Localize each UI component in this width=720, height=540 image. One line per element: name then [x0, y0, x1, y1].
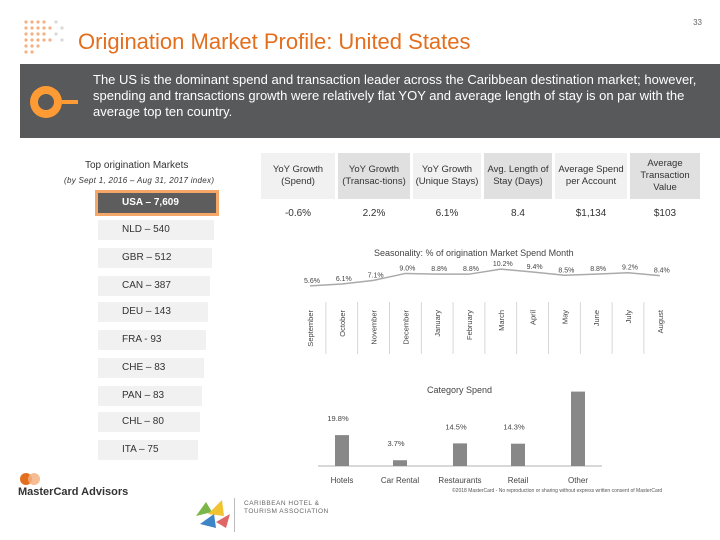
category-chart-title: Category Spend [427, 385, 493, 395]
seasonality-data-label: 10.2% [493, 261, 513, 268]
copyright-text: ©2018 MasterCard - No reproduction or sh… [452, 488, 663, 494]
market-row: ITA – 75 [98, 440, 198, 460]
seasonality-line [309, 268, 660, 287]
seasonality-data-label: 8.4% [654, 268, 670, 275]
category-axis-label: Other [568, 476, 588, 485]
metric-header: YoY Growth (Spend) [261, 153, 335, 199]
seasonality-month-label: February [465, 310, 474, 340]
category-axis-label: Car Rental [381, 476, 419, 485]
seasonality-month-label: May [560, 310, 569, 324]
seasonality-data-label: 7.1% [368, 272, 384, 279]
metric-header: YoY Growth (Transac-tions) [338, 153, 410, 199]
seasonality-month-label: January [433, 310, 442, 337]
page-number: 33 [693, 18, 702, 27]
seasonality-data-label: 8.8% [590, 266, 606, 273]
seasonality-data-label: 9.4% [527, 264, 543, 271]
top-markets-subtitle: (by Sept 1, 2016 – Aug 31, 2017 index) [64, 176, 215, 185]
metric-value: $1,134 [575, 208, 607, 219]
category-data-label: 3.7% [387, 439, 404, 448]
seasonality-data-label: 8.5% [558, 267, 574, 274]
market-row: CHL – 80 [98, 412, 200, 432]
banner-text: The US is the dominant spend and transac… [93, 72, 697, 119]
top-markets-title: Top origination Markets [85, 160, 189, 171]
metric-value: -0.6% [284, 208, 312, 219]
metric-header: Avg. Length of Stay (Days) [484, 153, 552, 199]
category-bar [393, 460, 407, 466]
seasonality-month-label: April [529, 310, 538, 325]
seasonality-month-label: July [624, 310, 633, 324]
seasonality-month-label: December [401, 310, 410, 345]
seasonality-month-label: September [306, 309, 315, 346]
category-data-label: 14.3% [503, 423, 525, 432]
summary-banner [20, 64, 720, 138]
market-row: PAN – 83 [98, 386, 202, 406]
category-bar [571, 391, 585, 466]
seasonality-chart: 5.6% September 6.1% October 7.1% November 9.0%… [304, 261, 670, 354]
seasonality-month-label: November [370, 310, 379, 345]
metric-value: 6.1% [435, 208, 459, 219]
seasonality-month-label: June [592, 310, 601, 326]
market-row: USA – 7,609 [98, 193, 216, 213]
market-row: GBR – 512 [98, 248, 212, 268]
market-row: DEU – 143 [98, 302, 208, 322]
category-bar [453, 443, 467, 466]
seasonality-data-label: 5.6% [304, 278, 320, 285]
category-axis-label: Hotels [331, 476, 354, 485]
page-title: Origination Market Profile: United State… [78, 29, 471, 54]
metric-header: Average Transaction Value [630, 153, 700, 199]
mastercard-logo-icon [20, 473, 40, 485]
category-axis-label: Restaurants [438, 476, 481, 485]
metric-value: $103 [653, 208, 677, 219]
seasonality-data-label: 9.0% [399, 265, 415, 272]
category-data-label: 19.8% [327, 414, 349, 423]
market-row: CAN – 387 [98, 276, 210, 296]
category-bar [511, 443, 525, 466]
metric-value: 2.2% [362, 208, 386, 219]
category-bar [335, 435, 349, 466]
market-row: NLD – 540 [98, 220, 214, 240]
dotted-logo-icon [24, 20, 64, 54]
category-data-label: 14.5% [445, 422, 467, 431]
seasonality-month-label: August [656, 309, 665, 333]
seasonality-chart-title: Seasonality: % of origination Market Spe… [374, 248, 574, 258]
seasonality-data-label: 8.8% [463, 266, 479, 273]
seasonality-data-label: 8.8% [431, 266, 447, 273]
category-axis-label: Retail [508, 476, 529, 485]
metric-header: YoY Growth (Unique Stays) [413, 153, 481, 199]
metric-header: Average Spend per Account [555, 153, 627, 199]
seasonality-data-label: 6.1% [336, 276, 352, 283]
category-chart: 19.8% Hotels 3.7% Car Rental 14.5% Restaurant… [318, 378, 602, 485]
chta-text: CARIBBEAN HOTEL & TOURISM ASSOCIATION [244, 500, 329, 515]
chta-logo-icon [196, 500, 230, 528]
market-row: CHE – 83 [98, 358, 204, 378]
category-data-label: 47.7% [563, 378, 585, 380]
market-row: FRA - 93 [98, 330, 206, 350]
metric-value: 8.4 [511, 208, 525, 219]
seasonality-data-label: 9.2% [622, 265, 638, 272]
seasonality-month-label: October [338, 310, 347, 337]
mastercard-advisors-logo: MasterCard Advisors [18, 486, 129, 498]
seasonality-month-label: March [497, 310, 506, 331]
